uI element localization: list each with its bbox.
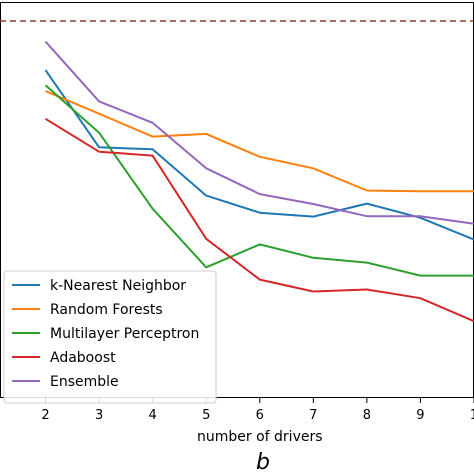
series-lines	[44, 40, 474, 323]
series-line-2	[44, 84, 474, 277]
series-line-0	[44, 69, 474, 241]
x-tick-label: 6	[256, 408, 264, 423]
series-line-4	[44, 40, 474, 225]
x-tick-label: 2	[41, 408, 49, 423]
x-tick-label: 8	[363, 408, 371, 423]
x-tick-label: 7	[309, 408, 317, 423]
x-tick-label: 5	[202, 408, 210, 423]
series-line-1	[45, 90, 474, 193]
legend-entry: Ensemble	[50, 374, 119, 390]
legend-entry: Adaboost	[50, 350, 116, 366]
legend-box	[3, 270, 217, 404]
panel-label: b	[256, 450, 270, 474]
x-tick-label: 1	[470, 408, 474, 423]
x-tick-label: 3	[95, 408, 103, 423]
legend: k-Nearest Neighbor Random Forests Multilay…	[3, 270, 217, 404]
x-tick-label: 9	[416, 408, 424, 423]
x-tick-label: 4	[149, 408, 157, 423]
x-axis-label: number of drivers	[197, 429, 323, 445]
legend-entry: Multilayer Perceptron	[50, 326, 199, 342]
legend-entry: Random Forests	[50, 302, 163, 318]
legend-entry: k-Nearest Neighbor	[50, 278, 186, 294]
series-line-3	[44, 117, 474, 323]
